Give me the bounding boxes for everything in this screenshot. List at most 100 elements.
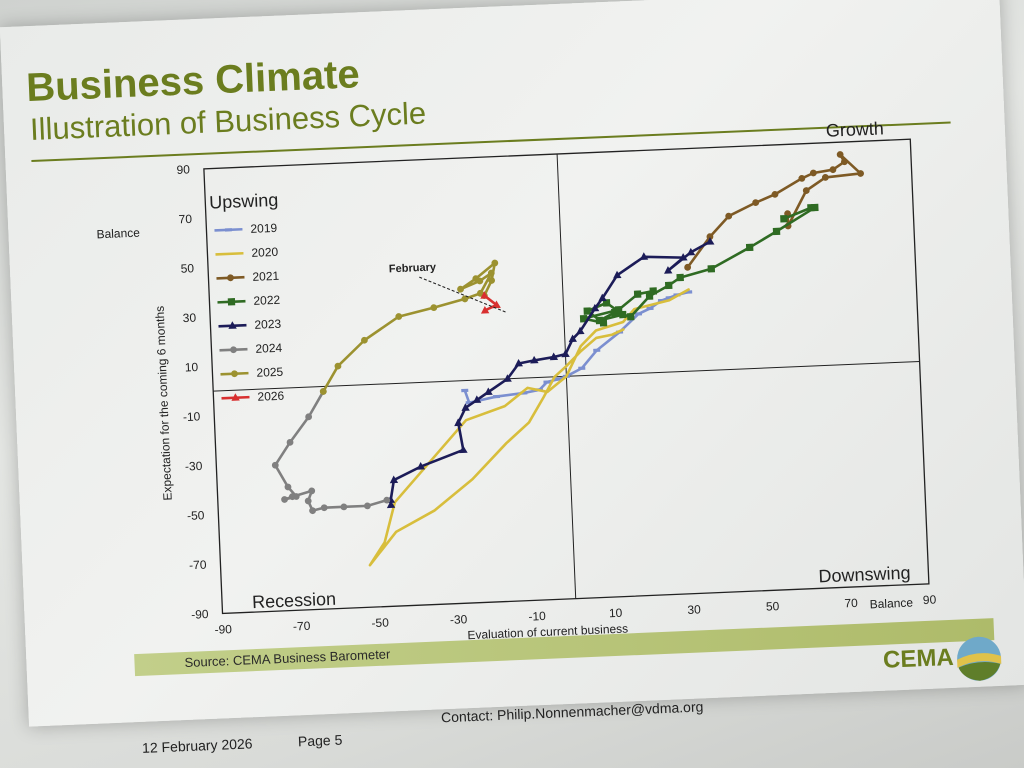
legend-label-2025: 2025 [256, 365, 284, 380]
y-unit-label: Balance [96, 226, 140, 242]
footer-date: 12 February 2026 [141, 735, 253, 756]
data-point-2023 [389, 475, 399, 484]
x-tick-label: -90 [214, 622, 232, 637]
x-tick-label: -10 [528, 609, 546, 624]
legend-marker-2019 [224, 228, 233, 232]
series-line-2022 [582, 206, 817, 325]
data-point-2022 [579, 314, 588, 323]
cema-logo: CEMA [882, 633, 1014, 688]
legend-label-2019: 2019 [250, 221, 278, 236]
data-point-2021 [725, 212, 733, 220]
data-point-2023 [549, 352, 559, 361]
data-point-2024 [320, 504, 328, 512]
legend-label-2021: 2021 [252, 269, 280, 284]
data-point-2024 [364, 502, 371, 510]
data-point-2023 [416, 462, 426, 470]
footer-page: Page 5 [297, 731, 343, 750]
data-point-2023 [639, 252, 649, 260]
y-tick-label: -70 [189, 558, 207, 573]
x-tick-label: 70 [844, 596, 858, 611]
data-point-2022 [664, 281, 673, 290]
legend-label-2020: 2020 [251, 245, 279, 260]
data-point-2024 [308, 487, 316, 495]
data-point-2022 [780, 214, 788, 223]
data-point-2024 [286, 438, 294, 446]
data-point-2021 [771, 190, 779, 198]
data-point-2019 [593, 348, 601, 353]
annotation-label: February [389, 261, 437, 275]
data-point-2022 [633, 290, 642, 298]
logo-text: CEMA [882, 643, 955, 674]
legend-marker-2024 [230, 346, 237, 354]
data-point-2021 [810, 169, 817, 177]
data-point-2022 [811, 203, 819, 212]
data-point-2019 [461, 388, 469, 393]
legend-marker-2021 [227, 274, 234, 282]
y-tick-label: -30 [185, 459, 203, 474]
data-point-2024 [271, 461, 279, 469]
legend-marker-2025 [231, 370, 238, 378]
data-point-2023 [706, 237, 715, 245]
data-point-2021 [798, 175, 806, 182]
data-point-2022 [676, 273, 684, 282]
series-line-2021 [686, 153, 862, 269]
source-text: Source: CEMA Business Barometer [184, 646, 391, 671]
x-tick-label: 30 [687, 602, 701, 617]
data-point-2021 [706, 233, 714, 241]
x-tick-label: 50 [766, 599, 780, 614]
y-tick-label: -90 [191, 607, 209, 622]
x-unit-label: Balance [869, 595, 913, 611]
logo-globe-icon [957, 636, 1002, 681]
y-tick-label: 10 [185, 360, 199, 375]
data-point-2023 [454, 418, 463, 427]
data-point-2021 [752, 199, 760, 207]
legend-label-2023: 2023 [254, 317, 282, 332]
data-point-2019 [646, 306, 654, 311]
legend-label-2022: 2022 [253, 293, 281, 308]
data-point-2025 [319, 388, 327, 395]
x-tick-label: 90 [923, 593, 937, 608]
data-point-2022 [649, 287, 657, 295]
data-point-2022 [599, 319, 608, 327]
data-point-2023 [472, 395, 482, 404]
legend-marker-2022 [227, 298, 236, 306]
data-point-2019 [578, 366, 586, 371]
data-point-2022 [583, 307, 591, 315]
data-point-2025 [491, 259, 499, 267]
data-point-2024 [309, 507, 316, 515]
presentation-slide: Business Climate Illustration of Busines… [0, 0, 1024, 727]
data-point-2023 [686, 247, 696, 256]
data-point-2025 [472, 275, 480, 283]
data-point-2021 [829, 166, 837, 174]
data-point-2024 [292, 493, 300, 500]
y-axis-title: Expectation for the coming 6 months [153, 306, 175, 501]
business-cycle-chart: -90 -70 -50 -30 -10 10 30 50 70 90 -90 -70 -50 -30 -10… [96, 118, 937, 637]
data-point-2019 [634, 312, 643, 316]
data-point-2021 [836, 151, 844, 158]
x-tick-label: -70 [293, 619, 311, 634]
data-point-2023 [664, 266, 673, 274]
data-point-2022 [772, 227, 781, 236]
data-point-2024 [383, 496, 391, 504]
data-point-2022 [745, 243, 754, 252]
legend-marker-2023 [228, 321, 237, 329]
quadrant-label-recession: Recession [252, 589, 337, 613]
data-point-2023 [590, 303, 600, 312]
data-point-2023 [561, 349, 570, 358]
series-line-2025 [322, 261, 497, 393]
data-point-2024 [304, 497, 312, 505]
data-point-2025 [430, 304, 438, 312]
data-point-2023 [484, 387, 493, 396]
data-point-2019 [543, 380, 551, 384]
data-point-2023 [679, 253, 688, 261]
quadrant-label-upswing: Upswing [209, 190, 279, 213]
y-tick-label: -50 [187, 508, 205, 523]
data-point-2023 [461, 403, 470, 411]
data-point-2019 [492, 394, 501, 399]
data-point-2024 [305, 413, 313, 421]
data-point-2025 [461, 295, 469, 303]
data-point-2024 [281, 496, 288, 503]
quadrant-label-growth: Growth [825, 118, 884, 140]
data-point-2021 [684, 263, 692, 271]
